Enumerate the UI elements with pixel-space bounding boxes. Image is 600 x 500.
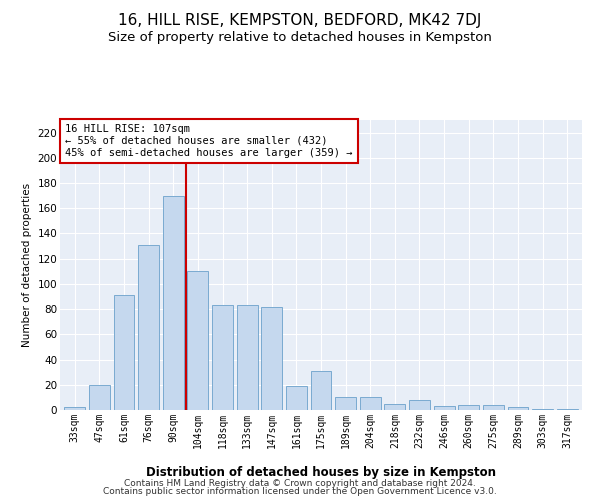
Bar [508,408,529,410]
Bar [261,306,282,410]
Bar [163,196,184,410]
Bar [434,406,455,410]
Bar [89,385,110,410]
Bar [385,404,406,410]
Text: Distribution of detached houses by size in Kempston: Distribution of detached houses by size … [146,466,496,479]
Bar [458,405,479,410]
Text: Contains public sector information licensed under the Open Government Licence v3: Contains public sector information licen… [103,487,497,496]
Text: 16, HILL RISE, KEMPSTON, BEDFORD, MK42 7DJ: 16, HILL RISE, KEMPSTON, BEDFORD, MK42 7… [118,12,482,28]
Bar [311,371,331,410]
Bar [212,306,233,410]
Text: Size of property relative to detached houses in Kempston: Size of property relative to detached ho… [108,31,492,44]
Text: Contains HM Land Registry data © Crown copyright and database right 2024.: Contains HM Land Registry data © Crown c… [124,478,476,488]
Y-axis label: Number of detached properties: Number of detached properties [22,183,32,347]
Text: 16 HILL RISE: 107sqm
← 55% of detached houses are smaller (432)
45% of semi-deta: 16 HILL RISE: 107sqm ← 55% of detached h… [65,124,353,158]
Bar [64,408,85,410]
Bar [335,398,356,410]
Bar [286,386,307,410]
Bar [360,398,381,410]
Bar [113,296,134,410]
Bar [483,405,504,410]
Bar [532,408,553,410]
Bar [557,408,578,410]
Bar [138,245,159,410]
Bar [187,272,208,410]
Bar [409,400,430,410]
Bar [236,306,257,410]
